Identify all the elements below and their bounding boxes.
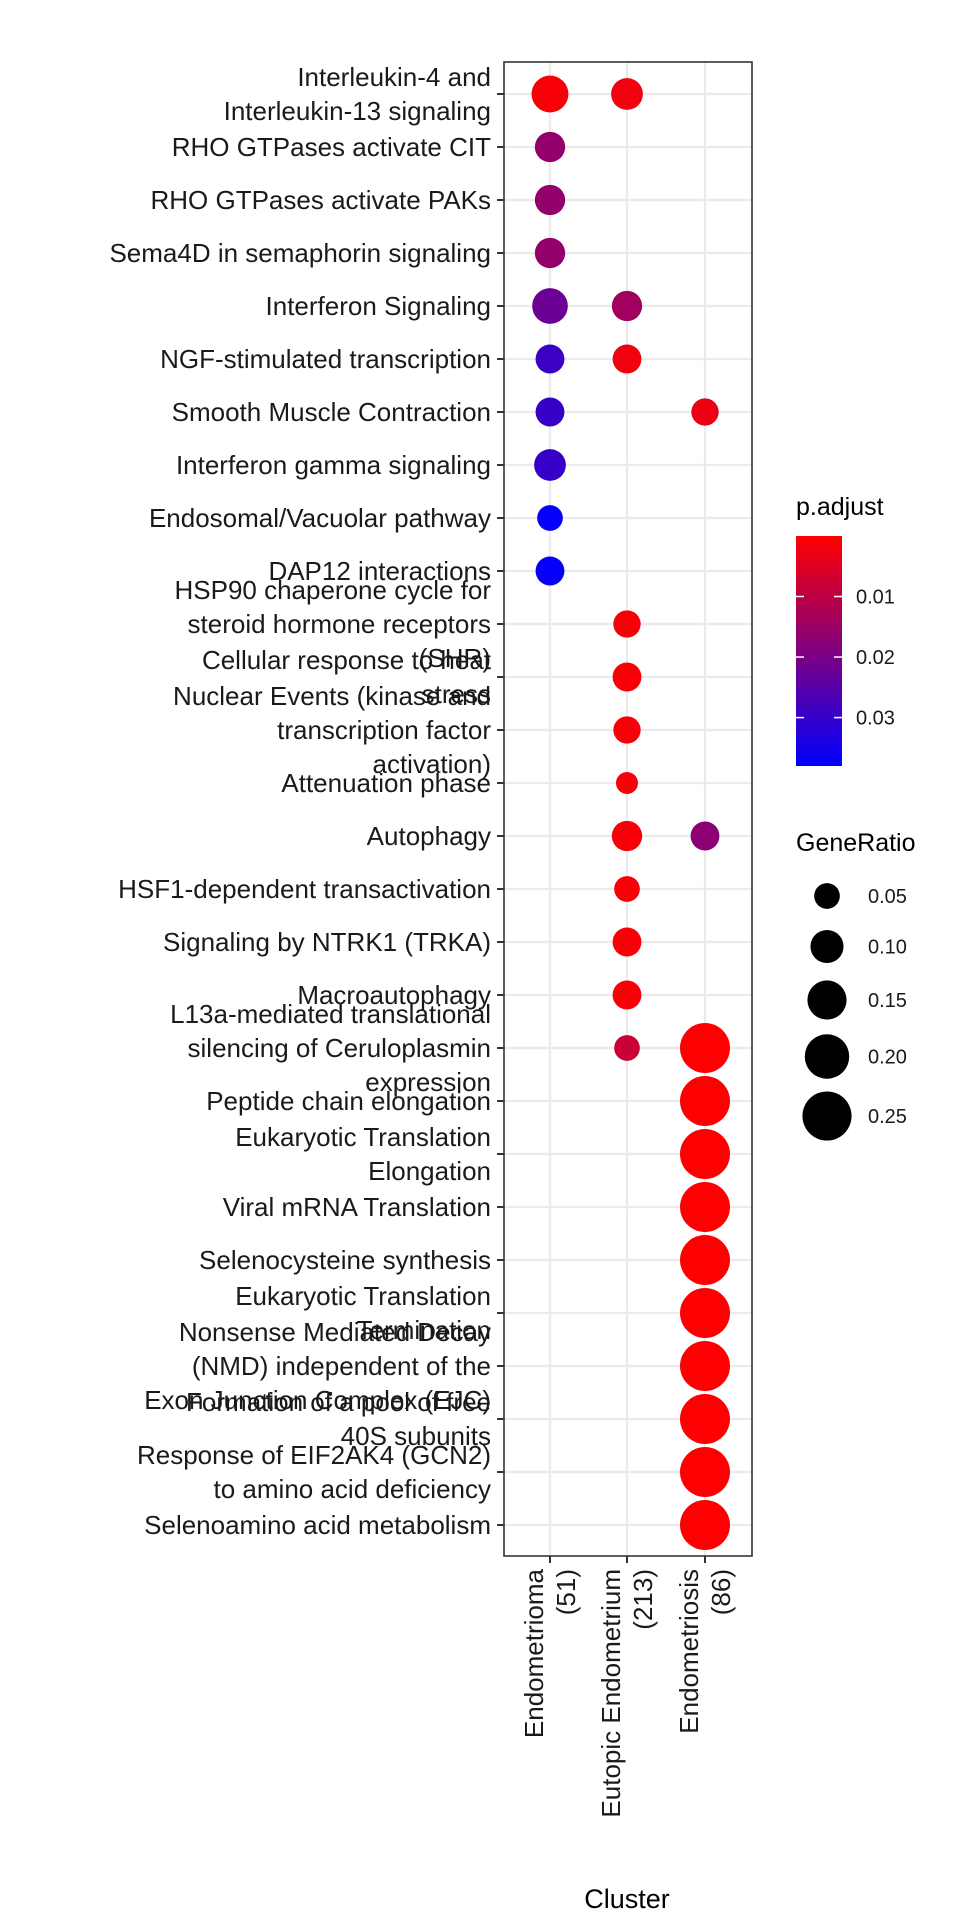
size-legend-label: 0.15 [868,990,907,1012]
size-legend-key [802,1091,852,1141]
size-legend-title: GeneRatio [796,829,916,857]
data-point [612,662,642,692]
data-point [614,1035,640,1061]
size-legend: GeneRatio 0.05 0.10 0.15 0.20 0.25 [796,829,916,1141]
y-tick-label: Response of EIF2AK4 (GCN2) to amino acid … [137,1440,491,1504]
data-point [680,1182,730,1232]
data-point [611,820,643,852]
data-point [537,505,563,531]
y-tick-label: Interleukin-4 and Interleukin-13 signalin… [224,62,491,126]
data-point [535,556,565,586]
y-tick-label: Sema4D in semaphorin signaling [109,238,491,268]
data-point [680,1076,730,1126]
size-legend-key [804,1034,850,1079]
data-point [616,772,638,794]
data-point [691,398,719,426]
y-tick-label: DAP12 interactions [268,556,491,586]
x-tick-label: Eutopic Endometrium(213) [596,1569,658,1818]
data-point [680,1500,730,1550]
y-axis-labels: Interleukin-4 and Interleukin-13 signalin… [109,62,504,1540]
data-point [612,927,642,957]
data-point [680,1023,730,1073]
size-legend-key [810,929,844,964]
y-tick-label: Nonsense Mediated Decay (NMD) independent… [144,1317,491,1415]
data-point [534,184,566,216]
y-tick-label: Macroautophagy [297,980,491,1010]
y-tick-label: RHO GTPases activate CIT [172,132,491,162]
y-tick-label: Signaling by NTRK1 (TRKA) [163,927,491,957]
color-legend-label: 0.01 [856,587,895,609]
y-tick-label: NGF-stimulated transcription [160,344,491,374]
x-axis-labels: Endometrioma(51) Eutopic Endometrium(213)… [519,1556,736,1818]
data-point [680,1341,730,1391]
y-tick-label: Eukaryotic Translation Elongation [235,1122,491,1186]
color-legend-title: p.adjust [796,493,884,521]
size-legend-key [814,883,840,909]
y-tick-label: HSF1-dependent transactivation [118,874,491,904]
data-point [613,716,641,744]
color-legend-label: 0.02 [856,647,895,669]
y-tick-label: Endosomal/Vacuolar pathway [149,503,491,533]
data-point [612,344,642,374]
size-legend-label: 0.05 [868,886,907,908]
data-point [680,1235,730,1285]
x-axis-title: Cluster [584,1884,670,1914]
y-tick-label: Viral mRNA Translation [223,1192,491,1222]
y-tick-label: Cellular response to heat stress [202,645,492,709]
y-tick-label: Attenuation phase [281,768,491,798]
data-point [535,397,565,427]
data-point [613,610,641,638]
data-point [534,449,566,481]
data-point [690,821,720,851]
y-tick-label: Interferon Signaling [266,291,491,321]
data-point [680,1288,730,1338]
size-legend-label: 0.20 [868,1047,907,1069]
data-point [534,131,566,163]
data-point [614,876,640,902]
data-points [531,75,730,1550]
y-tick-label: Peptide chain elongation [206,1086,491,1116]
data-point [611,78,643,110]
size-legend-label: 0.25 [868,1106,907,1128]
y-tick-label: Nuclear Events (kinase and transcription … [173,681,491,779]
y-tick-label: Selenocysteine synthesis [199,1245,491,1275]
x-tick-label: Endometriosis(86) [674,1569,736,1734]
data-point [680,1129,730,1179]
data-point [611,290,643,322]
x-tick-label: Endometrioma(51) [519,1568,581,1738]
size-legend-key [807,980,847,1020]
data-point [680,1447,730,1497]
data-point [534,237,566,269]
size-legend-label: 0.10 [868,937,907,959]
data-point [680,1394,730,1444]
data-point [532,288,568,324]
color-legend-label: 0.03 [856,708,895,730]
color-bar [796,536,842,766]
data-point [612,980,642,1010]
color-legend: p.adjust 0.01 0.02 0.03 [796,493,895,766]
y-tick-label: Formation of a pool of free 40S subunits [186,1387,491,1451]
y-tick-label: HSP90 chaperone cycle for steroid hormone… [174,575,491,673]
data-point [531,75,569,113]
y-tick-label: RHO GTPases activate PAKs [150,185,491,215]
data-point [535,344,565,374]
y-tick-label: Eukaryotic Translation Termination [235,1281,491,1345]
y-tick-label: L13a-mediated translational silencing of … [170,999,491,1097]
y-tick-label: Interferon gamma signaling [176,450,491,480]
y-tick-label: Autophagy [367,821,491,851]
y-tick-label: Smooth Muscle Contraction [172,397,491,427]
y-tick-label: Selenoamino acid metabolism [144,1510,491,1540]
